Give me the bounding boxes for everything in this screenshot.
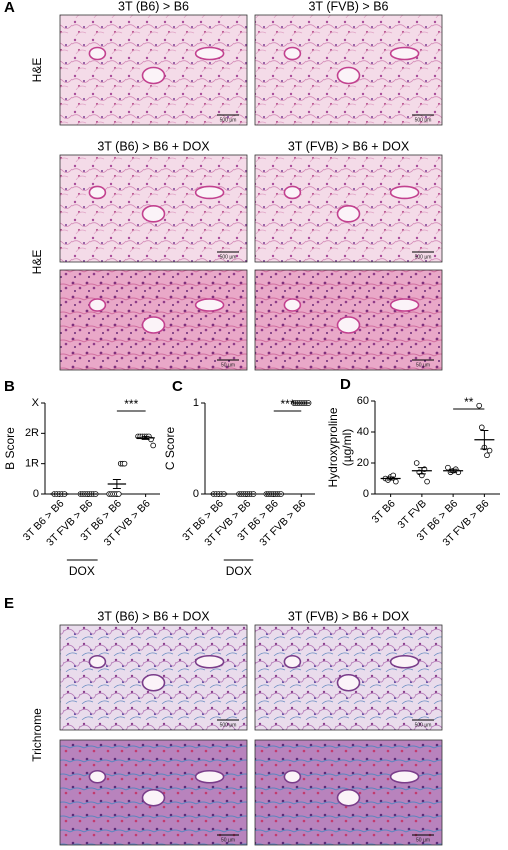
x-tick-label: 3T B6	[370, 497, 398, 525]
group-label: DOX	[226, 564, 252, 578]
airway	[194, 654, 225, 669]
airway	[88, 46, 107, 61]
image-title: 3T (FVB) > B6 + DOX	[288, 609, 410, 623]
y-tick-label: 0	[33, 488, 39, 500]
y-tick-label: 60	[357, 395, 369, 407]
scale-label: 50 µm	[416, 837, 430, 843]
airway	[283, 654, 302, 669]
scale-label: 50 µm	[416, 362, 430, 368]
error-bar	[417, 467, 426, 475]
data-point	[393, 478, 399, 485]
airway	[389, 185, 420, 200]
error-bar	[480, 429, 489, 450]
image-title: 3T (B6) > B6 + DOX	[97, 609, 210, 623]
data-point	[115, 491, 122, 497]
airway	[194, 46, 225, 61]
panel-letter: C	[172, 378, 183, 395]
airway	[194, 769, 225, 784]
y-tick-label: 0	[193, 488, 199, 500]
y-axis-label-line: C Score	[163, 427, 177, 471]
group-label: DOX	[69, 564, 95, 578]
airway	[336, 316, 361, 334]
y-tick-label: 40	[357, 426, 369, 438]
airway	[283, 298, 302, 312]
data-point	[476, 402, 482, 409]
y-axis-label-line: B Score	[3, 427, 17, 470]
scale-label: 500 µm	[220, 117, 237, 123]
airway	[389, 654, 420, 669]
error-bar	[386, 476, 395, 481]
panel-letter: B	[4, 378, 15, 395]
data-point	[484, 452, 490, 459]
image-title: 3T (B6) > B6	[118, 0, 189, 13]
airway	[88, 185, 107, 200]
airway	[88, 654, 107, 669]
airway	[88, 769, 107, 784]
y-axis-label: B Score	[3, 427, 17, 470]
significance-label: ***	[280, 397, 294, 411]
airway	[141, 205, 166, 223]
y-axis-label: C Score	[163, 427, 177, 471]
airway	[336, 673, 361, 692]
error-bar	[112, 478, 121, 490]
data-point	[424, 478, 430, 485]
image-title: 3T (FVB) > B6 + DOX	[288, 139, 410, 153]
scale-label: 500 µm	[220, 722, 237, 728]
error-bar	[449, 468, 458, 473]
airway	[336, 205, 361, 223]
airway	[283, 46, 302, 61]
panel-letter: E	[4, 595, 14, 612]
airway	[389, 769, 420, 784]
row-label: H&E	[30, 58, 44, 83]
airway	[141, 316, 166, 334]
row-label: H&E	[30, 250, 44, 275]
airway	[194, 185, 225, 200]
significance-label: ***	[124, 397, 138, 411]
scale-label: 500 µm	[415, 254, 432, 260]
row-label: Trichrome	[30, 708, 44, 762]
airway	[141, 788, 166, 807]
image-title: 3T (FVB) > B6	[308, 0, 388, 13]
airway	[194, 298, 225, 312]
airway	[336, 66, 361, 85]
y-axis-label: Hydroxyproline(µg/ml)	[326, 407, 354, 487]
scale-label: 500 µm	[415, 722, 432, 728]
image-title: 3T (B6) > B6 + DOX	[97, 139, 210, 153]
y-axis-label-line: (µg/ml)	[340, 429, 354, 467]
data-point	[478, 424, 485, 431]
y-tick-label: 20	[357, 457, 369, 469]
airway	[283, 185, 302, 200]
airway	[389, 298, 420, 312]
y-axis-label-line: Hydroxyproline	[326, 407, 340, 487]
y-tick-label: 0	[363, 488, 369, 500]
y-tick-label: 2R	[25, 427, 39, 439]
panel-letter: D	[340, 376, 351, 393]
micrograph	[59, 739, 248, 846]
airway	[336, 788, 361, 807]
data-point	[413, 460, 420, 466]
data-point	[150, 442, 156, 449]
scale-label: 500 µm	[415, 117, 432, 123]
data-point	[486, 447, 493, 454]
scale-label: 500 µm	[220, 254, 237, 260]
scale-label: 50 µm	[221, 837, 235, 843]
panel-letter: A	[4, 0, 15, 16]
data-point	[121, 460, 128, 467]
scale-label: 50 µm	[221, 362, 235, 368]
airway	[389, 46, 420, 61]
airway	[141, 673, 166, 692]
y-tick-label: X	[32, 397, 40, 409]
airway	[283, 769, 302, 784]
y-tick-label: 1R	[25, 458, 39, 470]
airway	[88, 298, 107, 312]
airway	[141, 66, 166, 85]
y-tick-label: 1	[193, 397, 199, 409]
error-bar	[141, 435, 150, 440]
significance-label: **	[464, 395, 474, 409]
